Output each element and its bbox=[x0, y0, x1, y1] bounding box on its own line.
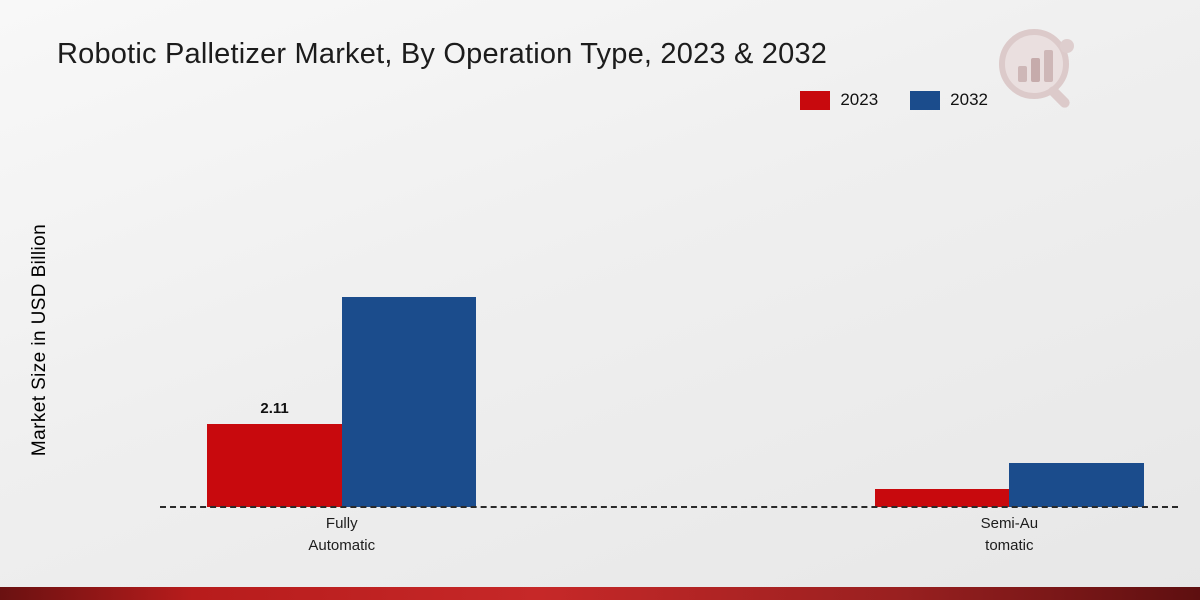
y-axis-label: Market Size in USD Billion bbox=[29, 223, 50, 457]
legend-item-2032: 2032 bbox=[910, 90, 988, 110]
x-tick-label-fully-automatic: Fully Automatic bbox=[308, 515, 376, 554]
x-axis-baseline bbox=[160, 506, 1178, 508]
legend: 2023 2032 bbox=[800, 90, 988, 110]
bar-2023-semi-automatic bbox=[875, 489, 1010, 507]
plot-area: 2.11 bbox=[165, 100, 1175, 507]
chart-title: Robotic Palletizer Market, By Operation … bbox=[57, 38, 828, 70]
legend-item-2023: 2023 bbox=[800, 90, 878, 110]
legend-label-2032: 2032 bbox=[950, 90, 988, 109]
legend-label-2023: 2023 bbox=[840, 90, 879, 109]
bottom-accent-bar bbox=[0, 587, 1200, 600]
x-tick-label-semi-automatic: Semi-Au tomatic bbox=[980, 515, 1039, 554]
legend-swatch-2032 bbox=[910, 90, 941, 110]
magnifier-bar-chart-icon bbox=[999, 29, 1074, 108]
bar-2023-fully-automatic bbox=[207, 424, 342, 507]
brand-logo-watermark bbox=[992, 24, 1082, 114]
bar-value-label: 2.11 bbox=[260, 400, 289, 418]
bar-2032-fully-automatic bbox=[341, 296, 477, 507]
bar-2032-semi-automatic bbox=[1009, 462, 1144, 507]
x-axis-ticks: Fully Automatic Semi-Au tomatic bbox=[165, 513, 1175, 557]
legend-swatch-2023 bbox=[800, 90, 831, 110]
